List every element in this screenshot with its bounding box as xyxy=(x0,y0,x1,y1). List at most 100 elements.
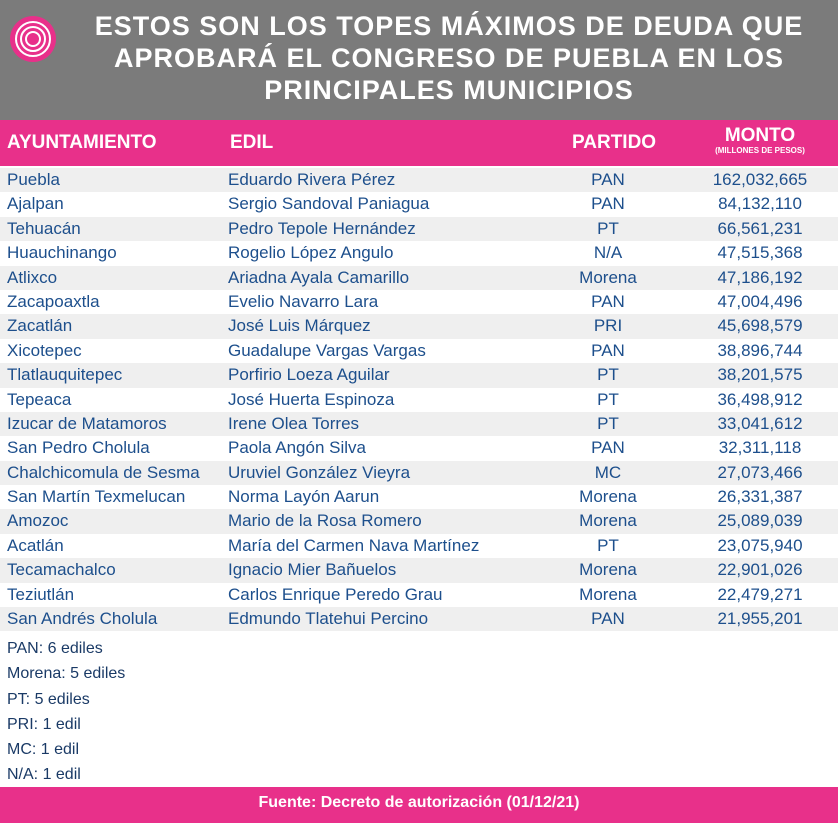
table-row: Zacatlán José Luis Márquez PRI 45,698,579 xyxy=(0,314,838,339)
title-line: PRINCIPALES MUNICIPIOS xyxy=(264,75,634,105)
table-row: Tehuacán Pedro Tepole Hernández PT 66,561,2… xyxy=(0,216,838,242)
cell: 22,901,026 xyxy=(717,560,803,580)
table-row: San Martín Texmelucan Norma Layón Aarun Mo… xyxy=(0,485,838,509)
cell: Izucar de Matamoros xyxy=(7,413,167,433)
table-body: Puebla Eduardo Rivera Pérez PAN 162,032,665… xyxy=(0,168,838,632)
cell: 32,311,118 xyxy=(718,438,802,458)
cell: PAN xyxy=(591,291,625,311)
cell: 38,201,575 xyxy=(717,365,803,385)
cell: Carlos Enrique Peredo Grau xyxy=(228,584,443,604)
cell: 47,515,368 xyxy=(717,243,803,263)
table-row: Amozoc Mario de la Rosa Romero Morena 25,08… xyxy=(0,509,838,534)
title: ESTOS SON LOS TOPES MÁXIMOS DE DEUDA QUE… xyxy=(60,10,838,106)
column-header: EDIL xyxy=(230,132,274,153)
cell: José Huerta Espinoza xyxy=(228,389,395,409)
logo xyxy=(10,16,56,62)
cell: Ajalpan xyxy=(7,194,64,214)
cell: 66,561,231 xyxy=(717,218,803,238)
cell: Morena xyxy=(579,511,637,531)
cell: 22,479,271 xyxy=(717,584,803,604)
cell: Guadalupe Vargas Vargas xyxy=(228,340,426,360)
cell: Mario de la Rosa Romero xyxy=(228,511,422,531)
cell: Chalchicomula de Sesma xyxy=(7,462,200,482)
cell: PAN xyxy=(591,438,625,458)
table-row: Atlixco Ariadna Ayala Camarillo Morena 47,1… xyxy=(0,265,838,290)
summary-line: Morena: 5 ediles xyxy=(7,665,126,683)
column-header: MONTO xyxy=(724,125,796,146)
cell: Tepeaca xyxy=(7,389,72,409)
column-unit: (MILLONES DE PESOS) xyxy=(715,146,805,155)
cell: Evelio Navarro Lara xyxy=(228,291,379,311)
cell: Morena xyxy=(579,584,637,604)
cell: Teziutlán xyxy=(7,584,75,604)
cell: San Martín Texmelucan xyxy=(7,487,186,507)
summary: PAN: 6 ediles Morena: 5 ediles PT: 5 edile… xyxy=(7,636,125,788)
cell: PT xyxy=(597,413,619,433)
table-row: Acatlán María del Carmen Nava Martínez PT 2… xyxy=(0,534,838,558)
table-row: Tecamachalco Ignacio Mier Bañuelos Morena 2… xyxy=(0,558,838,583)
cell: Xicotepec xyxy=(7,340,82,360)
cell: Pedro Tepole Hernández xyxy=(228,218,416,238)
table-row: Zacapoaxtla Evelio Navarro Lara PAN 47,004,… xyxy=(0,290,838,314)
footer: Fuente: Decreto de autorización (01/12/2… xyxy=(0,787,838,823)
table-row: Izucar de Matamoros Irene Olea Torres PT 33… xyxy=(0,411,838,437)
cell: 47,186,192 xyxy=(717,267,803,287)
table-row: Chalchicomula de Sesma Uruviel González V… xyxy=(0,460,838,486)
table-row: Tepeaca José Huerta Espinoza PT 36,498,912 xyxy=(0,388,838,412)
summary-line: MC: 1 edil xyxy=(7,741,80,759)
cell: Morena xyxy=(579,560,637,580)
cell: Zacapoaxtla xyxy=(7,291,100,311)
cell: 26,331,387 xyxy=(717,487,803,507)
cell: Tehuacán xyxy=(7,218,81,238)
cell: Amozoc xyxy=(7,511,69,531)
summary-line: PT: 5 ediles xyxy=(7,690,90,708)
cell: PT xyxy=(597,389,619,409)
cell: Sergio Sandoval Paniagua xyxy=(228,194,430,214)
cell: Huauchinango xyxy=(7,243,117,263)
cell: 23,075,940 xyxy=(717,535,803,555)
table-row: Teziutlán Carlos Enrique Peredo Grau Moren… xyxy=(0,583,838,607)
cell: 27,073,466 xyxy=(717,462,803,482)
cell: PRI xyxy=(593,316,623,336)
cell: José Luis Márquez xyxy=(228,316,371,336)
cell: Ignacio Mier Bañuelos xyxy=(228,560,397,580)
cell: Tlatlauquitepec xyxy=(7,365,123,385)
cell: Porfirio Loeza Aguilar xyxy=(228,365,390,385)
cell: Paola Angón Silva xyxy=(228,438,366,458)
summary-line: N/A: 1 edil xyxy=(7,766,81,784)
title-line: ESTOS SON LOS TOPES MÁXIMOS DE DEUDA QUE xyxy=(94,11,804,41)
cell: Edmundo Tlatehui Percino xyxy=(228,609,429,629)
table-row: San Pedro Cholula Paola Angón Silva PAN 32,… xyxy=(0,436,838,460)
cell: Ariadna Ayala Camarillo xyxy=(228,267,410,287)
table-row: Ajalpan Sergio Sandoval Paniagua PAN 84,132… xyxy=(0,192,838,216)
cell: Rogelio López Angulo xyxy=(228,243,394,263)
table-row: Huauchinango Rogelio López Angulo N/A 47,51… xyxy=(0,241,838,265)
cell: PT xyxy=(597,365,619,385)
cell: Atlixco xyxy=(7,267,58,287)
cell: 84,132,110 xyxy=(718,194,802,214)
summary-line: PRI: 1 edil xyxy=(7,715,81,733)
cell: Zacatlán xyxy=(7,316,73,336)
cell: PAN xyxy=(591,340,625,360)
cell: 25,089,039 xyxy=(717,511,803,531)
cell: PAN xyxy=(591,609,625,629)
cell: PT xyxy=(597,535,619,555)
table-row: Xicotepec Guadalupe Vargas Vargas PAN 38,89… xyxy=(0,339,838,363)
cell: MC xyxy=(594,462,622,482)
cell: Norma Layón Aarun xyxy=(228,487,380,507)
cell: Eduardo Rivera Pérez xyxy=(228,170,396,189)
cell: Puebla xyxy=(7,170,60,189)
table-header: AYUNTAMIENTO EDIL PARTIDO MONTO (MILLONE… xyxy=(0,120,838,166)
cell: Morena xyxy=(579,487,637,507)
cell: Morena xyxy=(579,267,637,287)
cell: 38,896,744 xyxy=(717,340,803,360)
table-row: San Andrés Cholula Edmundo Tlatehui Perci… xyxy=(0,607,838,632)
cell: N/A xyxy=(593,243,623,263)
cell: Tecamachalco xyxy=(7,560,116,580)
cell: Uruviel González Vieyra xyxy=(228,462,411,482)
table-row: Puebla Eduardo Rivera Pérez PAN 162,032,665 xyxy=(0,168,838,193)
cell: 36,498,912 xyxy=(717,389,803,409)
cell: PAN xyxy=(591,170,625,189)
cell: 162,032,665 xyxy=(712,170,808,189)
